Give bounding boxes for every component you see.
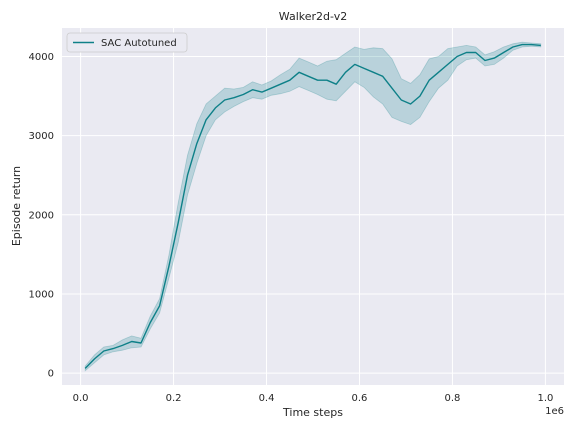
legend-label: SAC Autotuned — [101, 38, 177, 49]
x-tick-label: 0.6 — [352, 393, 368, 404]
chart-title: Walker2d-v2 — [279, 10, 347, 23]
y-axis-label: Episode return — [10, 166, 23, 246]
y-tick-label: 2000 — [29, 210, 54, 221]
y-tick-label: 0 — [48, 369, 54, 380]
y-tick-label: 3000 — [29, 131, 54, 142]
series-line-0 — [84, 43, 541, 369]
legend-box — [66, 32, 188, 53]
legend: SAC Autotuned — [66, 32, 188, 53]
x-axis-ticks: 0.0 0.2 0.4 0.6 0.8 1.0 — [73, 393, 554, 404]
x-tick-label: 0.0 — [73, 393, 89, 404]
confidence-band-0 — [84, 41, 542, 372]
confidence-bands — [84, 41, 542, 372]
x-tick-label: 0.8 — [444, 393, 460, 404]
x-tick-label: 0.2 — [166, 393, 182, 404]
plot-background — [62, 28, 564, 385]
x-axis-label: Time steps — [282, 406, 343, 419]
y-tick-label: 4000 — [29, 52, 54, 63]
x-tick-label: 1.0 — [537, 393, 553, 404]
series-lines — [84, 43, 541, 369]
x-axis-offset-label: 1e6 — [545, 406, 564, 417]
y-axis-ticks: 0 1000 2000 3000 4000 — [29, 52, 54, 380]
y-tick-label: 1000 — [29, 289, 54, 300]
x-tick-label: 0.4 — [259, 393, 275, 404]
